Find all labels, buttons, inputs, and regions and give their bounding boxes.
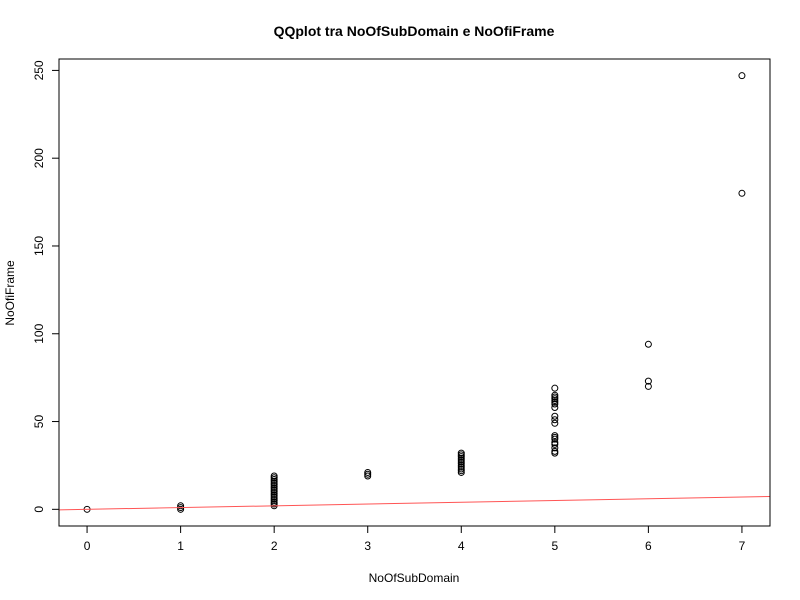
data-point — [644, 382, 652, 390]
x-tick-label: 2 — [271, 539, 278, 553]
y-tick-label: 0 — [32, 506, 46, 513]
y-tick-label: 200 — [32, 148, 46, 168]
y-axis-label: NoOfiFrame — [3, 260, 17, 326]
data-point — [738, 189, 746, 197]
data-point — [457, 449, 465, 457]
y-tick-label: 50 — [32, 415, 46, 429]
y-tick-label: 250 — [32, 60, 46, 80]
y-tick-label: 100 — [32, 323, 46, 343]
x-tick-label: 1 — [177, 539, 184, 553]
x-tick-label: 4 — [458, 539, 465, 553]
plot-frame — [58, 58, 771, 527]
data-point — [551, 419, 559, 427]
x-axis-label: NoOfSubDomain — [369, 571, 460, 585]
data-point — [270, 472, 278, 480]
data-point — [551, 439, 559, 447]
data-point — [551, 391, 559, 399]
y-axis-ticks: 0 50 100 150 200 250 — [32, 60, 60, 513]
x-tick-label: 6 — [645, 539, 652, 553]
data-point — [551, 412, 559, 420]
data-point — [738, 72, 746, 80]
data-points — [83, 72, 746, 513]
reference-line — [59, 496, 770, 511]
x-tick-label: 7 — [739, 539, 746, 553]
data-point — [177, 502, 185, 510]
data-point — [551, 447, 559, 455]
reference-line-group — [59, 496, 770, 511]
x-axis-ticks: 0 1 2 3 4 5 6 7 — [84, 525, 746, 553]
data-point — [644, 377, 652, 385]
x-tick-label: 3 — [364, 539, 371, 553]
data-point — [644, 340, 652, 348]
x-tick-label: 0 — [84, 539, 91, 553]
x-tick-label: 5 — [551, 539, 558, 553]
data-point — [551, 384, 559, 392]
chart-title: QQplot tra NoOfSubDomain e NoOfiFrame — [274, 23, 555, 39]
data-point — [551, 416, 559, 424]
data-point — [551, 444, 559, 452]
y-tick-label: 150 — [32, 236, 46, 256]
data-point — [364, 468, 372, 476]
data-point — [551, 432, 559, 440]
data-point — [551, 403, 559, 411]
